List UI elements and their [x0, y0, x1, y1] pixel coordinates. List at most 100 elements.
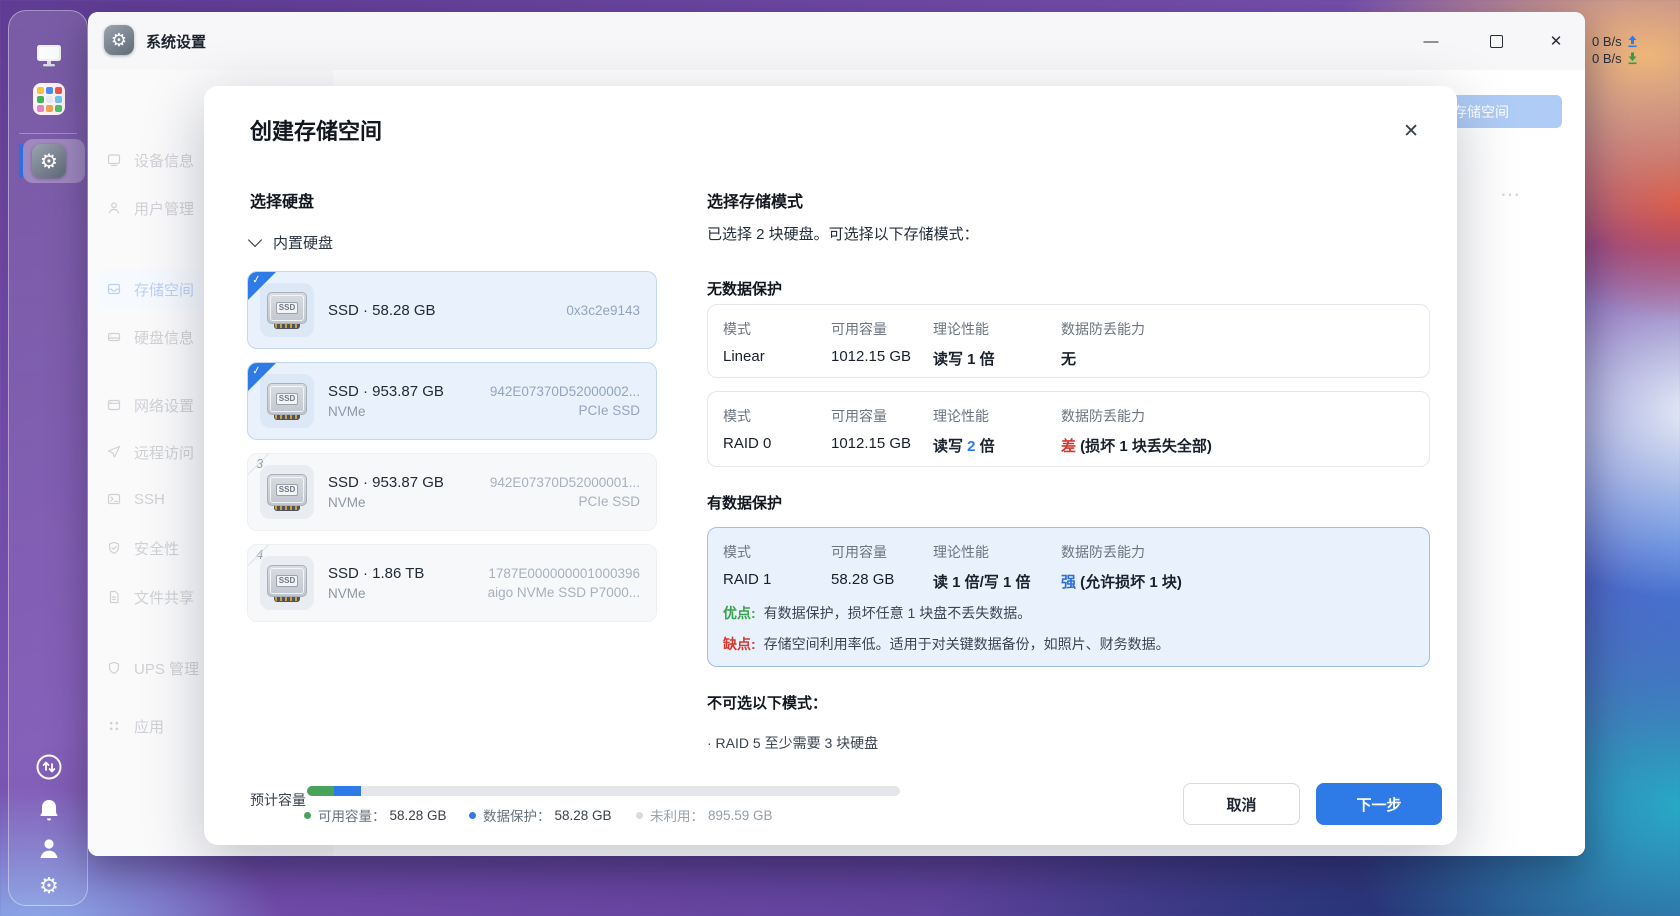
net-up-row: 0 B/s: [1592, 33, 1638, 50]
protection-value: 差 (损坏 1 块丢失全部): [1061, 438, 1212, 455]
dock-item-transfer[interactable]: [9, 753, 89, 781]
disk-card-1[interactable]: ✓ SSD SSD · 58.28 GB 0x3c2e9143: [247, 271, 657, 349]
bell-icon: [40, 800, 58, 821]
unavailable-mode-item: · RAID 5 至少需要 3 块硬盘: [707, 735, 879, 751]
col-protection: 数据防丢能力: [1061, 321, 1145, 337]
ssd-drive-icon: SSD: [260, 556, 314, 610]
disk-serial: 942E07370D52000001...: [489, 475, 640, 490]
col-capacity: 可用容量: [831, 321, 887, 337]
disk-interface: NVMe: [328, 495, 366, 510]
window-title: 系统设置: [146, 34, 207, 51]
dock-item-settings-app[interactable]: ⚙: [9, 144, 89, 178]
performance-value: 读写 2 倍: [933, 438, 995, 455]
window-app-icon: ⚙: [104, 25, 134, 55]
disk-type: PCIe SSD: [578, 403, 640, 418]
section-protection: 有数据保护: [707, 495, 783, 512]
disk-card-2[interactable]: ✓ SSD SSD · 953.87 GB NVMe 942E07370D520…: [247, 362, 657, 440]
performance-value: 读写 1 倍: [933, 351, 995, 368]
transfer-icon: [36, 754, 62, 780]
monitor-icon: [37, 45, 61, 67]
disk-name: SSD · 1.86 TB: [328, 565, 425, 582]
dock-item-desktop[interactable]: [9, 41, 89, 71]
mode-value: RAID 0: [723, 435, 772, 452]
mode-value: RAID 1: [723, 571, 772, 588]
disk-card-3[interactable]: 3 SSD SSD · 953.87 GB NVMe 942E07370D520…: [247, 453, 657, 531]
mode-card-raid1[interactable]: 模式 可用容量 理论性能 数据防丢能力 RAID 1 58.28 GB 读 1 …: [707, 527, 1430, 667]
internal-disk-group[interactable]: 内置硬盘: [247, 232, 334, 253]
protection-value: 无: [1061, 351, 1077, 368]
col-capacity: 可用容量: [831, 544, 887, 560]
section-no-protection: 无数据保护: [707, 281, 783, 298]
col-performance: 理论性能: [933, 321, 989, 337]
close-modal-icon[interactable]: ✕: [1403, 121, 1419, 142]
mode-card-raid0[interactable]: 模式 可用容量 理论性能 数据防丢能力 RAID 0 1012.15 GB 读写…: [707, 391, 1430, 467]
capacity-value: 1012.15 GB: [831, 435, 912, 452]
settings-app-icon: ⚙: [32, 144, 66, 178]
mode-value: Linear: [723, 348, 765, 365]
dock-item-settings[interactable]: ⚙: [9, 873, 89, 899]
capacity-segment-usable: [307, 786, 334, 796]
col-protection: 数据防丢能力: [1061, 408, 1145, 424]
cancel-button[interactable]: 取消: [1183, 783, 1300, 825]
check-icon: ✓: [251, 364, 263, 378]
disk-name: SSD · 953.87 GB: [328, 383, 444, 400]
col-mode: 模式: [723, 321, 751, 337]
col-mode: 模式: [723, 544, 751, 560]
disk-name: SSD · 953.87 GB: [328, 474, 444, 491]
maximize-icon: [1489, 34, 1503, 48]
group-label: 内置硬盘: [273, 235, 334, 252]
legend-usable: 可用容量： 58.28 GB: [304, 805, 447, 825]
download-icon: [1628, 52, 1637, 65]
next-button[interactable]: 下一步: [1316, 783, 1442, 825]
check-icon: ✓: [251, 273, 263, 287]
titlebar: ⚙ 系统设置 — ✕: [88, 12, 1585, 70]
net-down-row: 0 B/s: [1592, 50, 1638, 67]
disk-serial: 0x3c2e9143: [566, 302, 640, 318]
disk-card-4[interactable]: 4 SSD SSD · 1.86 TB NVMe 1787E0000000010…: [247, 544, 657, 622]
chevron-down-icon: [247, 232, 263, 248]
capacity-value: 1012.15 GB: [831, 348, 912, 365]
disk-interface: NVMe: [328, 404, 366, 419]
legend-unused: 未利用： 895.59 GB: [636, 805, 773, 825]
disk-type: PCIe SSD: [578, 494, 640, 509]
dock-active-indicator: [19, 144, 23, 178]
upload-icon: [1628, 35, 1637, 48]
disk-serial: 942E07370D52000002...: [489, 384, 640, 399]
maximize-button[interactable]: [1478, 26, 1514, 56]
col-capacity: 可用容量: [831, 408, 887, 424]
capacity-progress-bar: [307, 786, 900, 796]
gear-icon: ⚙: [39, 873, 59, 898]
legend-dot-blue: [469, 811, 476, 819]
dock-item-app-grid[interactable]: [9, 83, 89, 115]
modal-title: 创建存储空间: [250, 119, 383, 144]
legend-protection: 数据保护： 58.28 GB: [469, 805, 612, 825]
mode-card-linear[interactable]: 模式 可用容量 理论性能 数据防丢能力 Linear 1012.15 GB 读写…: [707, 304, 1430, 378]
legend-dot-gray: [636, 811, 643, 819]
raid1-cons: 缺点: 存储空间利用率低。适用于对关键数据备份，如照片、财务数据。: [723, 636, 1170, 652]
pros-label: 优点:: [723, 605, 756, 621]
user-icon: [40, 839, 58, 858]
select-mode-heading: 选择存储模式: [707, 194, 804, 211]
performance-value: 读 1 倍/写 1 倍: [933, 574, 1031, 591]
disk-serial: 1787E000000001000396: [488, 566, 640, 581]
capacity-value: 58.28 GB: [831, 571, 895, 588]
ssd-drive-icon: SSD: [260, 465, 314, 519]
net-up-value: 0 B/s: [1592, 34, 1622, 49]
settings-app-icon: ⚙: [104, 25, 134, 55]
close-window-button[interactable]: ✕: [1549, 33, 1563, 50]
app-grid-icon: [33, 83, 65, 115]
legend-dot-green: [304, 811, 311, 819]
network-speed-widget: 0 B/s 0 B/s: [1592, 33, 1638, 67]
col-mode: 模式: [723, 408, 751, 424]
create-storage-modal: 创建存储空间 ✕ 选择硬盘 内置硬盘 ✓ SSD SSD · 58.28 GB …: [204, 86, 1457, 845]
estimated-capacity-label: 预计容量: [250, 792, 306, 808]
ssd-drive-icon: SSD: [260, 374, 314, 428]
dock-item-user[interactable]: [9, 835, 89, 863]
col-protection: 数据防丢能力: [1061, 544, 1145, 560]
dock-item-notifications[interactable]: [9, 797, 89, 825]
col-performance: 理论性能: [933, 544, 989, 560]
dock-divider: [19, 133, 77, 134]
minimize-button[interactable]: —: [1423, 32, 1439, 50]
disk-model: aigo NVMe SSD P7000...: [487, 585, 640, 600]
